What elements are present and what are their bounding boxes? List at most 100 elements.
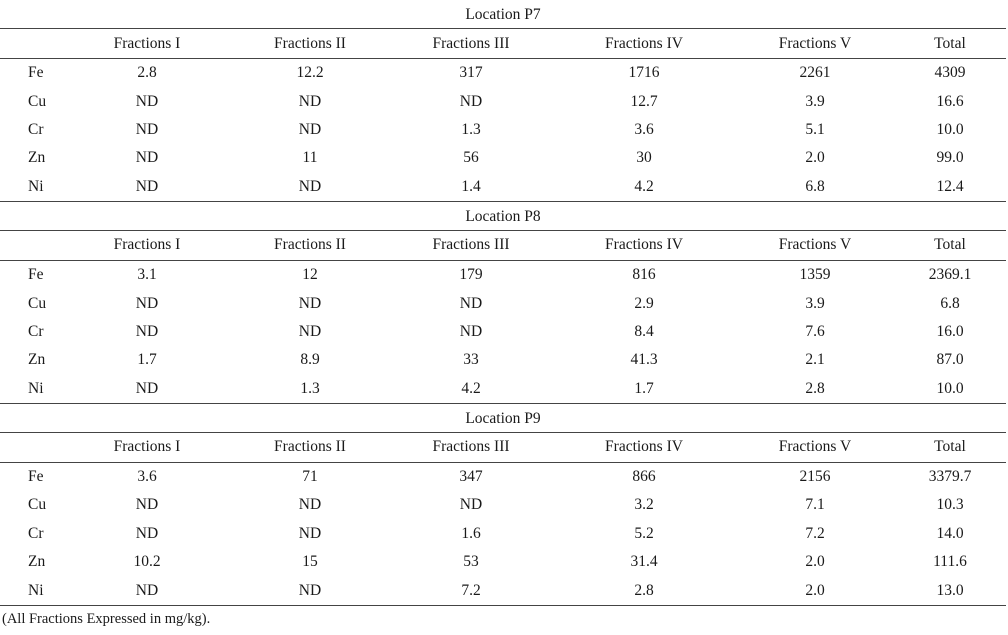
table-cell: 2.8: [634, 581, 654, 599]
table-cell: 12.7: [630, 92, 658, 110]
element-label: Ni: [28, 177, 44, 195]
column-header: Fractions IV: [605, 438, 683, 456]
table-cell: ND: [135, 92, 159, 110]
table-cell: 1.3: [300, 379, 320, 397]
table-cell: 1.3: [461, 120, 481, 138]
table-cell: 3.6: [137, 468, 157, 486]
table-row: Zn ND 11 56 30 2.0 99.0: [0, 144, 1006, 172]
table-cell: 7.2: [461, 581, 481, 599]
table-cell: ND: [135, 379, 159, 397]
table-row: Cu ND ND ND 12.7 3.9 16.6: [0, 87, 1006, 115]
table-cell: ND: [459, 294, 483, 312]
table-cell: 12: [302, 266, 318, 284]
table-cell: 5.2: [634, 524, 654, 542]
table-cell: 99.0: [936, 149, 964, 167]
table-cell: 347: [459, 468, 483, 486]
table-cell: 2.8: [137, 64, 157, 82]
column-header: Fractions V: [778, 438, 852, 456]
element-label: Cr: [28, 120, 44, 138]
column-header-row: Fractions I Fractions II Fractions III Frac…: [0, 29, 1006, 59]
table-cell: 1716: [628, 64, 660, 82]
element-label: Cu: [28, 496, 47, 514]
table-cell: 1.6: [461, 524, 481, 542]
element-label: Cr: [28, 524, 44, 542]
table-cell: ND: [135, 177, 159, 195]
table-cell: 10.0: [936, 120, 964, 138]
column-header: Fractions III: [432, 236, 510, 254]
table-cell: ND: [298, 120, 322, 138]
column-header: Fractions III: [432, 438, 510, 456]
table-cell: 15: [302, 553, 318, 571]
table-cell: 30: [636, 149, 652, 167]
table-cell: 7.1: [805, 496, 825, 514]
table-cell: ND: [459, 92, 483, 110]
table-cell: 111.6: [933, 553, 967, 571]
table-cell: 1.7: [137, 351, 157, 369]
table-cell: 2.0: [805, 149, 825, 167]
table-row: Cr ND ND 1.3 3.6 5.1 10.0: [0, 116, 1006, 144]
table-cell: 11: [302, 149, 318, 167]
table-cell: ND: [298, 496, 322, 514]
element-label: Fe: [28, 468, 44, 486]
table-body: Fe 3.1 12 179 816 1359 2369.1 Cu ND ND ND 2.9 3.9 6.8…: [0, 261, 1006, 404]
column-header: Fractions IV: [605, 236, 683, 254]
table-cell: 3.1: [137, 266, 157, 284]
table-cell: 6.8: [805, 177, 825, 195]
column-header: Fractions I: [113, 34, 181, 52]
table-cell: 3.6: [634, 120, 654, 138]
table-cell: 10.0: [936, 379, 964, 397]
table-cell: 3.9: [805, 92, 825, 110]
table-cell: 3.9: [805, 294, 825, 312]
table-row: Cr ND ND ND 8.4 7.6 16.0: [0, 318, 1006, 346]
table-row: Fe 3.6 71 347 866 2156 3379.7: [0, 463, 1006, 491]
column-header-row: Fractions I Fractions II Fractions III Frac…: [0, 231, 1006, 261]
table-cell: 3.2: [634, 496, 654, 514]
table-row: Cr ND ND 1.6 5.2 7.2 14.0: [0, 520, 1006, 548]
table-cell: 2369.1: [928, 266, 972, 284]
table-cell: 5.1: [805, 120, 825, 138]
table-body: Fe 2.8 12.2 317 1716 2261 4309 Cu ND ND ND 12.7 3.9 1…: [0, 59, 1006, 202]
location-block: Location P9 Fractions I Fractions II Fracti…: [0, 404, 1006, 606]
table-cell: 16.6: [936, 92, 964, 110]
table-cell: ND: [135, 294, 159, 312]
table-cell: 12.2: [296, 64, 324, 82]
table-cell: 33: [463, 351, 479, 369]
table-cell: 2.8: [805, 379, 825, 397]
table-cell: 10.3: [936, 496, 964, 514]
location-block: Location P7 Fractions I Fractions II Fracti…: [0, 0, 1006, 202]
location-title: Location P9: [0, 404, 1006, 433]
column-header: Fractions V: [778, 34, 852, 52]
element-label: Zn: [28, 149, 46, 167]
table-row: Cu ND ND ND 3.2 7.1 10.3: [0, 491, 1006, 519]
table-cell: ND: [135, 322, 159, 340]
table-cell: 7.6: [805, 322, 825, 340]
table-cell: 3379.7: [928, 468, 972, 486]
table-row: Zn 1.7 8.9 33 41.3 2.1 87.0: [0, 346, 1006, 374]
location-title: Location P7: [0, 0, 1006, 29]
table-row: Ni ND ND 7.2 2.8 2.0 13.0: [0, 576, 1006, 604]
column-header: Total: [934, 438, 966, 456]
table-cell: ND: [298, 294, 322, 312]
column-header: Fractions I: [113, 438, 181, 456]
table-cell: ND: [298, 524, 322, 542]
column-header: Fractions II: [274, 236, 346, 254]
table-cell: ND: [298, 322, 322, 340]
table-cell: ND: [298, 581, 322, 599]
table-row: Zn 10.2 15 53 31.4 2.0 111.6: [0, 548, 1006, 576]
location-title: Location P8: [0, 202, 1006, 231]
table-cell: 1.4: [461, 177, 481, 195]
element-label: Ni: [28, 581, 44, 599]
table-cell: 71: [302, 468, 318, 486]
table-cell: 56: [463, 149, 479, 167]
table-cell: ND: [135, 120, 159, 138]
table-cell: ND: [135, 149, 159, 167]
table-row: Ni ND ND 1.4 4.2 6.8 12.4: [0, 173, 1006, 201]
element-label: Cu: [28, 92, 47, 110]
table-row: Fe 2.8 12.2 317 1716 2261 4309: [0, 59, 1006, 87]
column-header: Fractions III: [432, 34, 510, 52]
table-row: Fe 3.1 12 179 816 1359 2369.1: [0, 261, 1006, 289]
table-cell: 2.0: [805, 553, 825, 571]
column-header: Total: [934, 236, 966, 254]
table-cell: 10.2: [133, 553, 161, 571]
element-label: Zn: [28, 351, 46, 369]
